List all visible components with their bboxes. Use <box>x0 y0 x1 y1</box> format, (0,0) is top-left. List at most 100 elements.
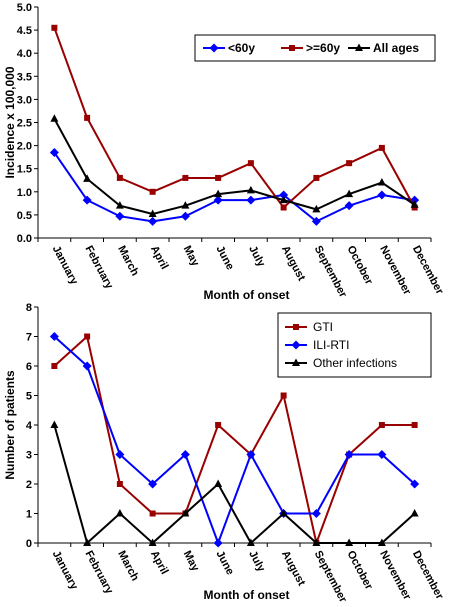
data-point <box>149 188 156 195</box>
data-point <box>345 189 354 198</box>
data-point <box>311 216 321 226</box>
y-tick-label: 3.5 <box>17 71 32 83</box>
data-point <box>410 509 419 517</box>
data-point <box>84 114 91 121</box>
data-point <box>312 538 321 546</box>
data-point <box>148 479 158 489</box>
legend-label: All ages <box>373 41 419 55</box>
data-point <box>214 189 223 198</box>
data-point <box>181 509 190 517</box>
x-tick-label: February <box>82 244 115 292</box>
x-tick-label: April <box>148 244 170 272</box>
y-tick-label: 0.0 <box>17 233 32 245</box>
legend-marker <box>355 43 363 51</box>
data-point <box>279 190 289 200</box>
data-point <box>280 392 287 399</box>
data-point <box>377 190 387 200</box>
data-point <box>215 422 222 428</box>
legend-marker <box>292 358 300 366</box>
y-tick-label: 2.0 <box>17 141 32 153</box>
y-tick-label: 5 <box>26 391 32 403</box>
data-point <box>82 195 92 205</box>
x-tick-label: February <box>82 549 115 597</box>
data-point <box>115 509 124 517</box>
y-tick-label: 1 <box>26 509 32 521</box>
x-tick-label: August <box>279 244 308 283</box>
y-tick-label: 1.0 <box>17 187 32 199</box>
y-tick-label: 5.0 <box>17 2 32 14</box>
y-tick-label: 0 <box>26 538 32 550</box>
data-point <box>115 201 124 209</box>
data-point <box>247 160 254 167</box>
x-tick-label: June <box>213 244 236 272</box>
x-tick-label: April <box>148 549 170 577</box>
data-point <box>377 178 386 186</box>
data-point <box>246 538 255 546</box>
series-line <box>53 27 416 209</box>
y-tick-label: 3.0 <box>17 94 32 106</box>
legend-label: <60y <box>228 41 255 55</box>
x-tick-label: September <box>312 549 350 605</box>
series-line <box>53 151 415 223</box>
data-point <box>410 479 420 489</box>
x-tick-label: November <box>377 549 413 603</box>
legend-marker <box>293 324 299 330</box>
data-point <box>246 195 256 205</box>
data-point <box>313 174 320 181</box>
legend-entry: Other infections <box>285 356 397 370</box>
legend-entry: <60y <box>203 41 255 55</box>
data-point <box>213 538 223 548</box>
legend-marker <box>209 43 219 53</box>
data-point <box>378 422 385 428</box>
data-point <box>82 361 92 371</box>
x-axis-title: Month of onset <box>204 588 290 602</box>
x-tick-label: October <box>344 244 375 288</box>
data-point <box>83 174 92 182</box>
data-point <box>213 195 223 205</box>
data-point <box>116 481 123 487</box>
x-tick-label: May <box>181 244 202 269</box>
data-point <box>50 114 59 122</box>
data-point <box>377 450 387 459</box>
y-axis-title: Incidence x 100,000 <box>3 66 17 178</box>
y-axis-title: Number of patients <box>3 370 17 480</box>
data-point <box>280 204 287 211</box>
data-point <box>344 201 354 211</box>
x-tick-label: July <box>246 549 267 575</box>
data-point <box>51 24 58 31</box>
legend-box <box>194 34 436 62</box>
y-tick-label: 2 <box>26 479 32 491</box>
y-tick-label: 0.5 <box>17 210 32 222</box>
x-tick-label: March <box>115 244 141 278</box>
x-tick-label: December <box>410 244 446 297</box>
legend-marker <box>289 45 295 51</box>
y-tick-label: 8 <box>26 302 32 314</box>
series-3 <box>50 114 419 217</box>
x-tick-label: June <box>213 549 236 577</box>
data-point <box>215 174 222 181</box>
data-point <box>246 450 256 459</box>
data-point <box>51 363 58 369</box>
data-point <box>346 160 353 167</box>
data-point <box>246 185 255 194</box>
y-tick-label: 6 <box>26 361 32 373</box>
data-point <box>180 211 190 221</box>
x-tick-label: January <box>50 549 81 593</box>
y-tick-label: 1.5 <box>17 164 32 176</box>
x-tick-label: October <box>344 549 375 593</box>
data-point <box>83 538 92 546</box>
data-point <box>49 332 59 341</box>
series-line <box>53 424 416 544</box>
data-point <box>214 479 223 487</box>
chart-incidence: 0.0 0.5 1.0 1.5 2.0 2.5 3.0 3.5 4.0 4.5 5.0 January… <box>3 2 446 302</box>
x-axis-title: Month of onset <box>204 288 290 302</box>
legend: GTI ILI-RTI Other infections <box>277 312 432 378</box>
data-point <box>148 216 158 226</box>
series-2 <box>49 332 420 548</box>
x-tick-label: January <box>50 244 81 288</box>
legend-marker <box>291 340 301 350</box>
x-tick-label: August <box>279 549 308 588</box>
data-point <box>49 148 59 158</box>
series-line <box>53 335 416 544</box>
series-1 <box>49 148 420 226</box>
